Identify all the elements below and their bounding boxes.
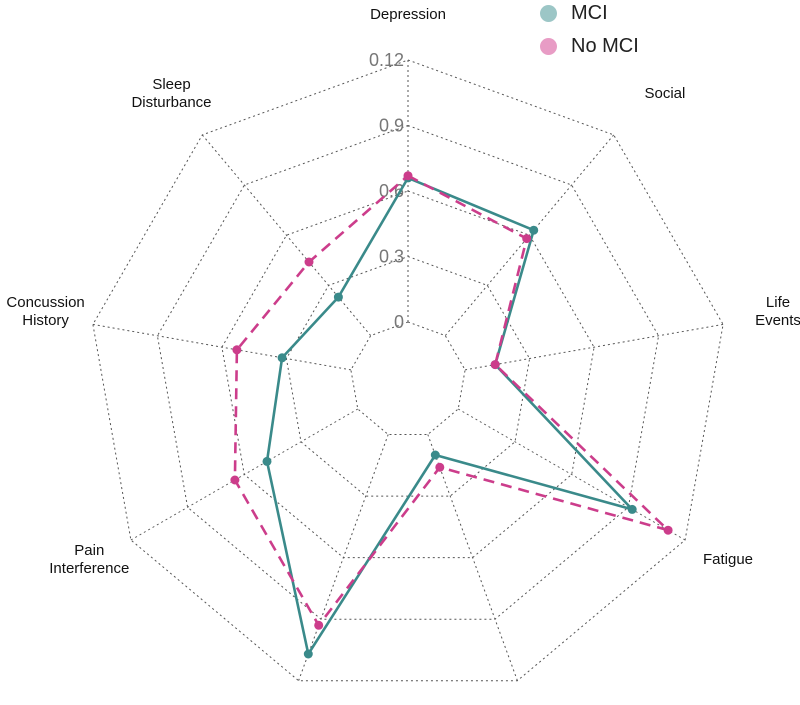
- data-point-no-mci-8: [232, 345, 242, 355]
- legend-label-no-mci: No MCI: [571, 34, 639, 57]
- axis-spoke-8: [92, 323, 351, 371]
- data-point-no-mci-6: [314, 620, 324, 630]
- data-point-no-mci-9: [304, 257, 314, 267]
- data-point-mci-4: [627, 504, 637, 514]
- axis-spoke-5: [427, 434, 518, 681]
- data-point-mci-8: [277, 353, 287, 363]
- tick-label-2: 0.3: [379, 247, 404, 267]
- grid-ring-1: [350, 321, 466, 435]
- grid-ring-3: [221, 190, 595, 559]
- axis-spoke-3: [465, 323, 724, 371]
- data-point-no-mci-1: [403, 171, 413, 181]
- axis-label-pain-interference: Pain Interference: [49, 542, 129, 577]
- legend-swatch-no-mci: [540, 37, 557, 55]
- grid-ring-4: [156, 124, 660, 620]
- axis-label-concussion-history: Concussion History: [6, 294, 84, 329]
- legend-item-no-mci: No MCI: [540, 33, 639, 59]
- axis-spoke-4: [457, 408, 686, 541]
- tick-label-4: 0.9: [379, 116, 404, 136]
- data-point-no-mci-2: [522, 234, 532, 244]
- legend-swatch-mci: [540, 4, 557, 22]
- data-point-mci-2: [529, 225, 539, 235]
- series-layer: [230, 171, 673, 659]
- axis-label-life-events: Life Events: [755, 294, 800, 329]
- radial-tick-labels: 00.30.60.90.12: [369, 50, 404, 332]
- series-line-no-mci: [233, 174, 670, 627]
- data-point-mci-6: [303, 649, 313, 659]
- data-point-mci-7: [262, 456, 272, 466]
- radar-grid: [92, 59, 724, 682]
- axis-spoke-7: [130, 408, 359, 541]
- axis-spoke-9: [201, 134, 372, 336]
- data-point-no-mci-4: [663, 525, 673, 535]
- axis-spoke-6: [298, 434, 389, 681]
- axis-label-fatigue: Fatigue: [703, 551, 753, 568]
- axis-label-sleep-disturbance: Sleep Disturbance: [131, 76, 211, 111]
- data-point-no-mci-7: [230, 475, 240, 485]
- tick-label-1: 0: [394, 312, 404, 332]
- legend-label-mci: MCI: [571, 1, 608, 24]
- tick-label-5: 0.12: [369, 50, 404, 70]
- legend: MCI No MCI: [540, 0, 690, 60]
- data-point-mci-9: [333, 292, 343, 302]
- grid-ring-2: [285, 255, 531, 497]
- data-point-no-mci-3: [490, 360, 500, 370]
- axis-labels: DepressionSocialLifeEventsFatigueEducati…: [6, 6, 800, 577]
- axis-label-depression: Depression: [370, 6, 446, 23]
- legend-item-mci: MCI: [540, 0, 608, 26]
- axis-label-social: Social: [645, 85, 686, 102]
- data-point-mci-5: [430, 450, 440, 460]
- grid-ring-5: [92, 59, 724, 682]
- data-point-no-mci-5: [435, 462, 445, 472]
- series-no-mci: [230, 171, 673, 630]
